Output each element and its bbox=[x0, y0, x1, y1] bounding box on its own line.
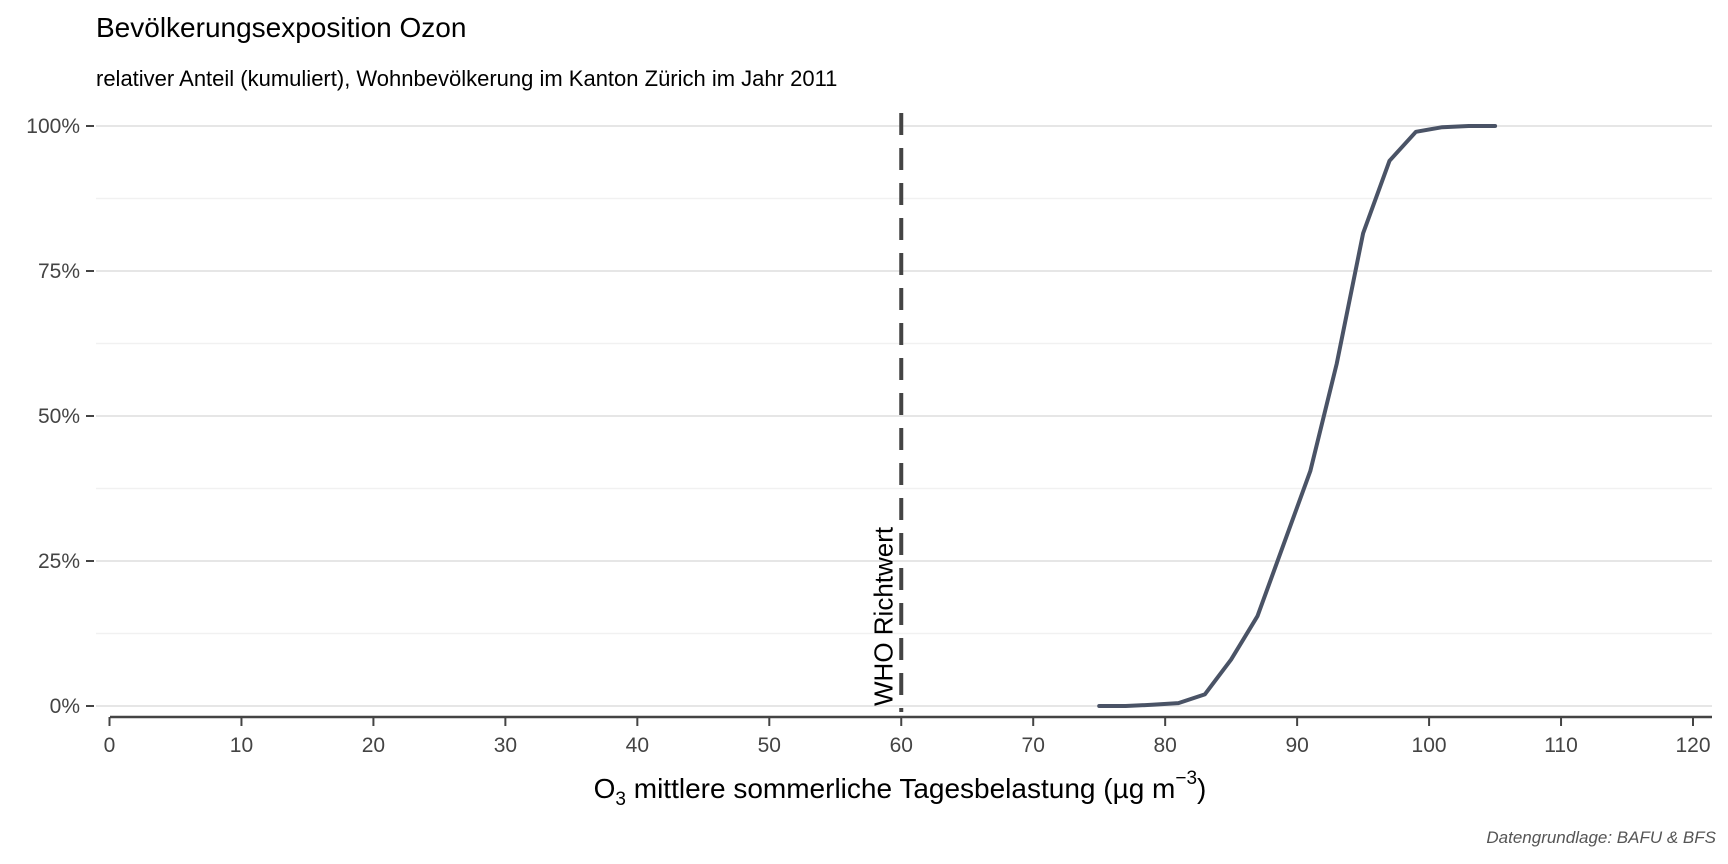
major-gridlines bbox=[96, 125, 1712, 707]
cumulative-exposure-line bbox=[1097, 124, 1498, 708]
y-tick-label: 25% bbox=[38, 550, 80, 573]
series-group bbox=[1097, 124, 1498, 708]
who-reference-label: WHO Richtwert bbox=[868, 526, 898, 706]
reference-line-group: WHO Richtwert bbox=[868, 113, 904, 712]
x-axis-title-main: mittlere sommerliche Tagesbelastung (µg … bbox=[626, 773, 1175, 804]
x-axis: 0 10 20 30 40 50 60 70 80 90 100 110 120 bbox=[104, 715, 1712, 757]
y-tick-label: 100% bbox=[26, 115, 80, 138]
x-tick-label: 120 bbox=[1675, 734, 1710, 757]
y-tick-label: 0% bbox=[50, 695, 80, 718]
x-tick-label: 20 bbox=[362, 734, 385, 757]
x-tick-label: 40 bbox=[626, 734, 649, 757]
x-axis-title-superscript: −3 bbox=[1175, 768, 1197, 789]
x-tick-label: 80 bbox=[1153, 734, 1176, 757]
x-tick-label: 50 bbox=[758, 734, 781, 757]
y-tick-label: 50% bbox=[38, 405, 80, 428]
data-source-caption: Datengrundlage: BAFU & BFS bbox=[1486, 828, 1716, 847]
x-axis-title: O3 mittlere sommerliche Tagesbelastung (… bbox=[594, 768, 1207, 810]
y-axis: 0% 25% 50% 75% 100% bbox=[26, 115, 94, 718]
x-axis-title-suffix: ) bbox=[1197, 773, 1206, 804]
x-tick-label: 70 bbox=[1022, 734, 1045, 757]
y-tick-label: 75% bbox=[38, 260, 80, 283]
x-tick-label: 90 bbox=[1285, 734, 1308, 757]
x-tick-label: 110 bbox=[1544, 734, 1577, 757]
x-tick-label: 100 bbox=[1412, 734, 1447, 757]
x-tick-label: 10 bbox=[230, 734, 253, 757]
minor-gridlines bbox=[96, 197, 1712, 635]
chart-subtitle: relativer Anteil (kumuliert), Wohnbevölk… bbox=[96, 66, 838, 91]
x-axis-title-subscript: 3 bbox=[615, 789, 626, 810]
x-tick-label: 0 bbox=[104, 734, 116, 757]
chart-title: Bevölkerungsexposition Ozon bbox=[96, 12, 467, 43]
x-axis-title-prefix: O bbox=[594, 773, 616, 804]
x-tick-label: 60 bbox=[890, 734, 913, 757]
x-tick-label: 30 bbox=[494, 734, 517, 757]
